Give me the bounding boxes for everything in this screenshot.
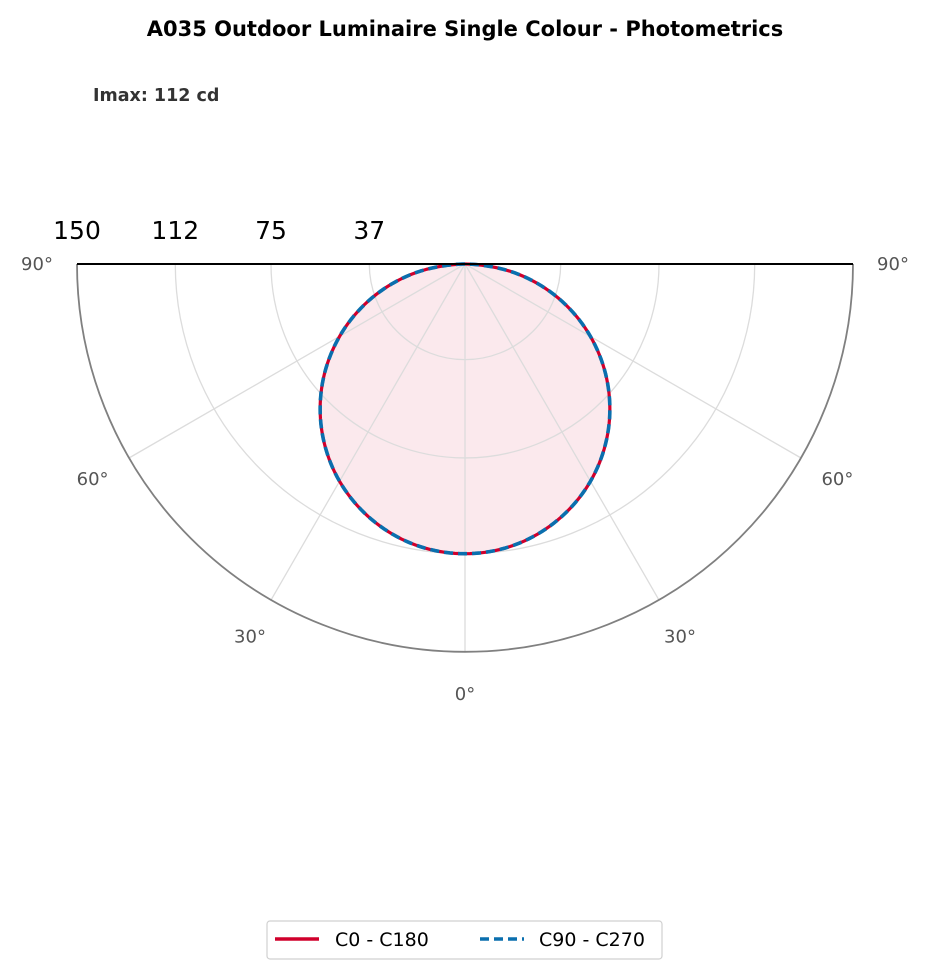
outer-arc — [76, 263, 854, 653]
angle-tick-label: 90° — [877, 254, 909, 275]
radial-tick-label: 37 — [353, 216, 385, 245]
angular-grid-spoke — [128, 263, 466, 459]
angular-grid-spoke — [270, 263, 466, 601]
tick-labels: 150 112 75 37 0° 30° 30° 60° 60° 90° 90° — [21, 216, 909, 705]
angular-grid-spoke — [464, 263, 802, 459]
series-layer — [318, 262, 612, 556]
angle-tick-label: 30° — [664, 626, 696, 647]
angle-tick-label: 90° — [21, 254, 53, 275]
legend-label-0: C0 - C180 — [335, 929, 429, 951]
polar-grid — [128, 263, 802, 652]
radial-tick-label: 75 — [255, 216, 287, 245]
legend-label-1: C90 - C270 — [539, 929, 645, 951]
angle-tick-label: 0° — [455, 684, 475, 705]
imax-annotation: Imax: 112 cd — [93, 86, 219, 106]
angle-tick-label: 60° — [821, 469, 853, 490]
legend: C0 - C180 C90 - C270 — [266, 920, 663, 960]
angle-tick-label: 60° — [77, 469, 109, 490]
polar-plot-area: 150 112 75 37 0° 30° 30° 60° 60° 90° 90° — [21, 216, 909, 705]
legend-box — [266, 920, 663, 960]
angle-tick-label: 30° — [234, 626, 266, 647]
radial-tick-label: 112 — [151, 216, 199, 245]
polar-frame — [76, 263, 854, 653]
radial-tick-label: 150 — [53, 216, 101, 245]
angular-grid-spoke — [464, 263, 660, 601]
chart-title: A035 Outdoor Luminaire Single Colour - P… — [147, 17, 784, 41]
series-line-1 — [318, 262, 612, 556]
